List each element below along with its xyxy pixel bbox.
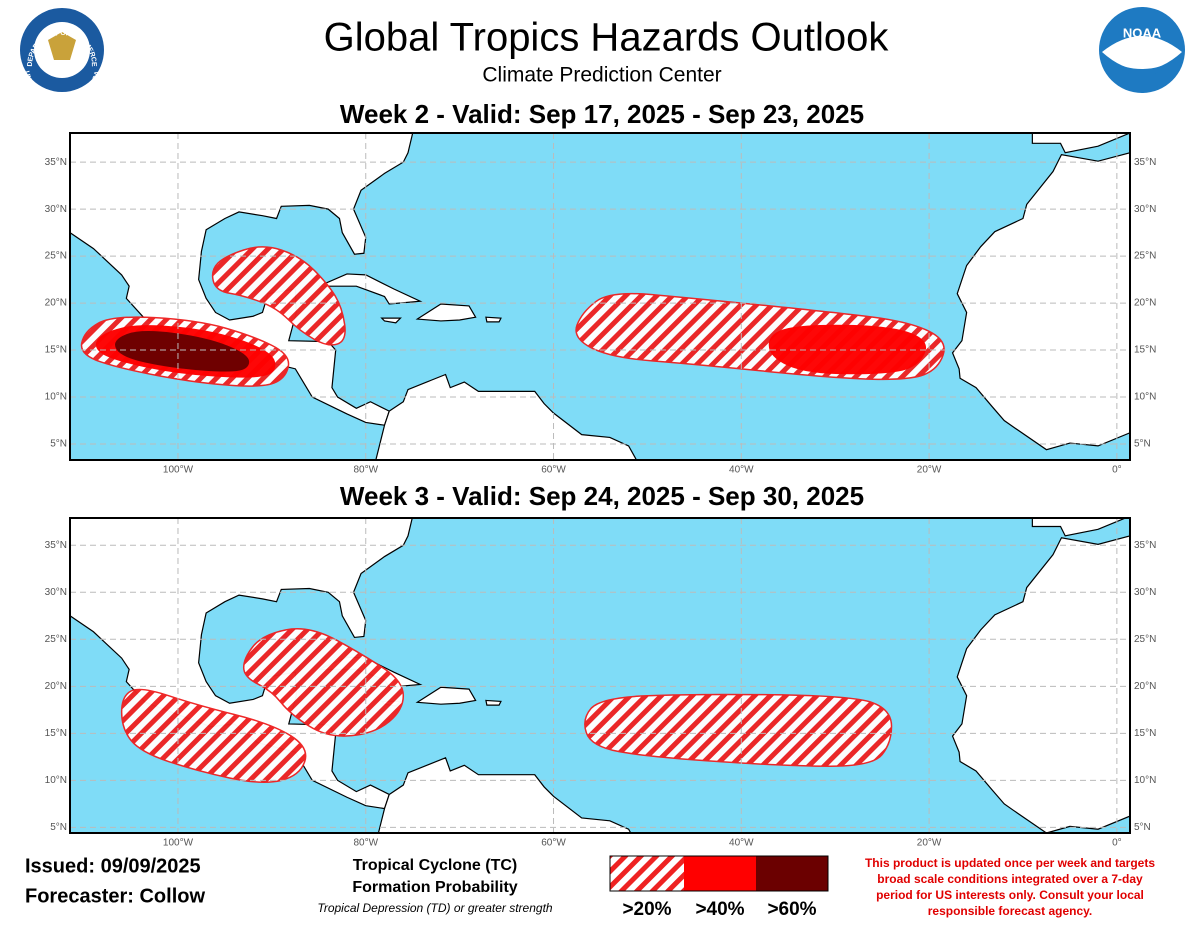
lon-tick-label: 80°W <box>353 465 378 476</box>
map-body <box>70 518 1130 833</box>
lat-tick-label: 10°N <box>45 775 67 786</box>
issued: Issued: 09/09/2025 <box>25 855 201 877</box>
lat-tick-label: 20°N <box>45 298 67 309</box>
lat-tick-label: 10°N <box>1134 392 1156 403</box>
lat-tick-label: 25°N <box>1134 634 1156 645</box>
disclaimer: This product is updated once per week an… <box>865 856 1155 870</box>
map-panel: 100°W 80°W 60°W 40°W 20°W 0° 5°N 5°N 10°N 10°N 15°… <box>45 517 1156 849</box>
hazard-area <box>115 331 250 372</box>
lat-tick-label: 20°N <box>1134 298 1156 309</box>
noaa-logo: NOAA <box>1099 7 1185 93</box>
lat-tick-label: 30°N <box>45 587 67 598</box>
lat-tick-label: 30°N <box>45 204 67 215</box>
lon-tick-label: 80°W <box>353 838 378 849</box>
commerce-seal: DEPARTMENT OF COMMERCE UNITED STATES OF … <box>20 8 104 105</box>
noaa-text: NOAA <box>1123 25 1162 40</box>
legend-border <box>609 855 829 892</box>
lat-tick-label: 25°N <box>45 251 67 262</box>
lat-tick-label: 35°N <box>45 540 67 551</box>
lat-tick-label: 35°N <box>45 157 67 168</box>
hazard-area <box>768 324 927 375</box>
hazard-area <box>242 628 405 737</box>
lon-tick-label: 60°W <box>541 465 566 476</box>
lat-tick-label: 25°N <box>1134 251 1156 262</box>
land <box>415 686 477 705</box>
legend-note: Tropical Depression (TD) or greater stre… <box>317 901 553 915</box>
legend-level: >40% <box>695 899 744 920</box>
disclaimer: period for US interests only. Consult yo… <box>876 888 1144 902</box>
lon-tick-label: 20°W <box>917 465 942 476</box>
legend-level: >60% <box>767 899 816 920</box>
disclaimer: responsible forecast agency. <box>928 904 1093 918</box>
lat-tick-label: 30°N <box>1134 204 1156 215</box>
footer: Issued: 09/09/2025 Forecaster: Collow Tr… <box>25 855 1155 920</box>
maps: Week 2 - Valid: Sep 17, 2025 - Sep 23, 2… <box>45 99 1157 849</box>
lon-tick-label: 0° <box>1112 465 1122 476</box>
land <box>375 373 638 460</box>
lat-tick-label: 15°N <box>1134 345 1156 356</box>
land <box>380 317 402 324</box>
hazard-area <box>584 693 893 767</box>
lon-tick-label: 20°W <box>917 838 942 849</box>
lat-tick-label: 35°N <box>1134 157 1156 168</box>
lat-tick-label: 15°N <box>45 345 67 356</box>
lon-tick-label: 100°W <box>163 465 194 476</box>
map-body <box>70 133 1130 460</box>
lat-tick-label: 20°N <box>1134 681 1156 692</box>
map-panel: 100°W 80°W 60°W 40°W 20°W 0° 5°N 5°N 10°N 10°N 15°… <box>45 132 1156 476</box>
land <box>485 699 502 706</box>
lon-tick-label: 60°W <box>541 838 566 849</box>
hazard-area <box>211 246 346 346</box>
lat-tick-label: 10°N <box>1134 775 1156 786</box>
hazard-area <box>120 688 307 783</box>
legend-title: Formation Probability <box>352 879 517 896</box>
lat-tick-label: 25°N <box>45 634 67 645</box>
legend-swatch <box>756 856 828 891</box>
lat-tick-label: 5°N <box>50 822 67 833</box>
lat-tick-label: 35°N <box>1134 540 1156 551</box>
legend-swatch <box>610 856 684 891</box>
lat-tick-label: 20°N <box>45 681 67 692</box>
map-frame <box>69 517 1131 834</box>
land <box>415 303 477 322</box>
lon-tick-label: 40°W <box>729 838 754 849</box>
land <box>377 756 632 833</box>
lat-tick-label: 5°N <box>1134 822 1151 833</box>
legend-swatch <box>684 856 756 891</box>
forecaster: Forecaster: Collow <box>25 885 205 907</box>
lon-tick-label: 40°W <box>729 465 754 476</box>
legend-level: >20% <box>622 899 671 920</box>
lat-tick-label: 30°N <box>1134 587 1156 598</box>
land <box>485 316 502 323</box>
lat-tick-label: 5°N <box>1134 439 1151 450</box>
subtitle: Climate Prediction Center <box>482 64 721 87</box>
legend-title: Tropical Cyclone (TC) <box>353 857 517 874</box>
panel-title: Week 3 - Valid: Sep 24, 2025 - Sep 30, 2… <box>340 481 864 511</box>
lat-tick-label: 5°N <box>50 439 67 450</box>
lat-tick-label: 15°N <box>1134 728 1156 739</box>
map-frame <box>69 132 1131 461</box>
lat-tick-label: 10°N <box>45 392 67 403</box>
land <box>1031 518 1128 537</box>
lat-tick-label: 15°N <box>45 728 67 739</box>
disclaimer: broad scale conditions integrated over a… <box>877 872 1143 886</box>
land <box>1031 133 1130 154</box>
title: Global Tropics Hazards Outlook <box>324 16 890 60</box>
lon-tick-label: 0° <box>1112 838 1122 849</box>
panel-title: Week 2 - Valid: Sep 17, 2025 - Sep 23, 2… <box>340 99 864 129</box>
lon-tick-label: 100°W <box>163 838 194 849</box>
